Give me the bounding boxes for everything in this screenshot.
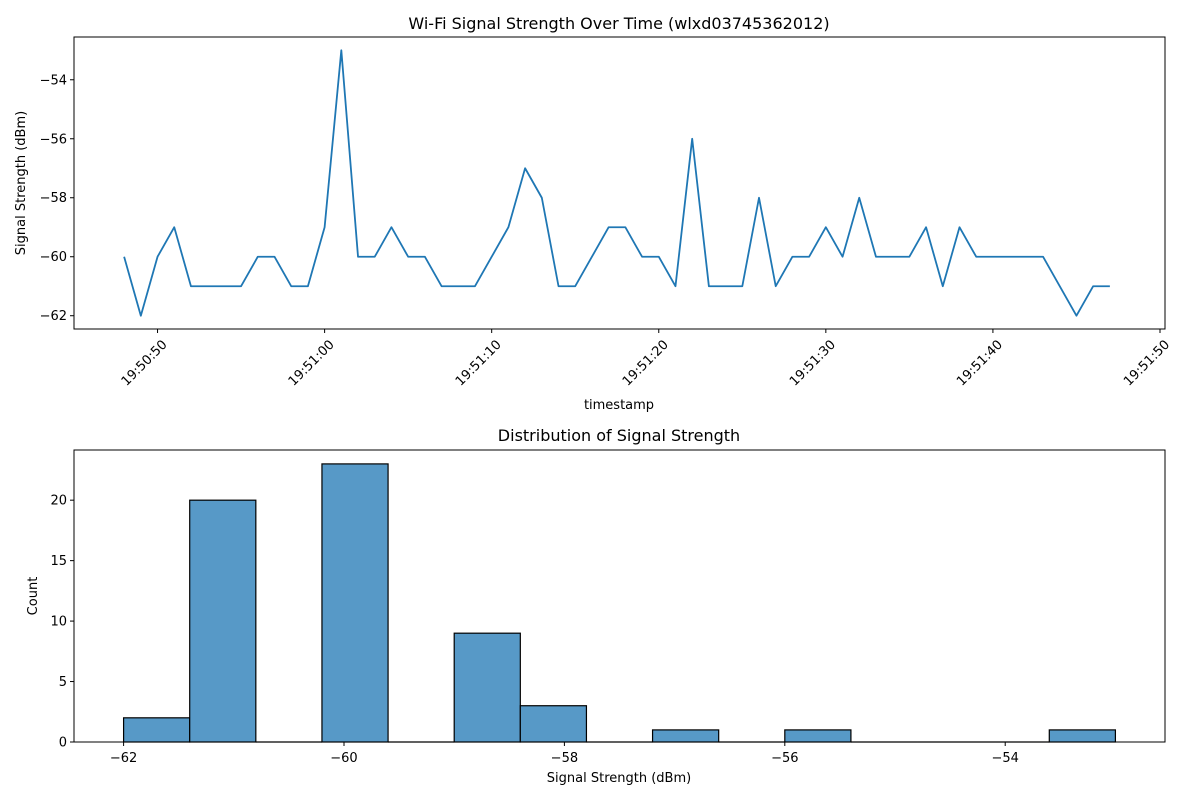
histogram-bar xyxy=(453,632,521,743)
signal-strength-line xyxy=(123,49,1110,317)
histogram-bar xyxy=(122,717,191,743)
line-chart-y-tick-label: −62 xyxy=(40,309,67,324)
histogram-bar xyxy=(321,463,389,743)
histogram-x-tick-label: −56 xyxy=(771,751,798,766)
line-chart-y-axis-label: Signal Strength (dBm) xyxy=(14,111,29,255)
histogram-ticks: −62 −60 −58 −56 −54 0 5 10 15 20 xyxy=(50,494,1018,766)
histogram-y-axis-label: Count xyxy=(26,577,41,616)
histogram-x-tick-label: −62 xyxy=(110,751,137,766)
histogram-y-tick-label: 0 xyxy=(59,736,67,751)
histogram-bar xyxy=(189,499,257,743)
histogram-x-tick-label: −60 xyxy=(330,751,357,766)
line-chart-y-tick-label: −58 xyxy=(40,191,67,206)
histogram-title: Distribution of Signal Strength xyxy=(498,426,740,445)
histogram-y-tick-label: 5 xyxy=(59,675,67,690)
histogram-y-tick-label: 20 xyxy=(50,494,67,509)
histogram-bars xyxy=(122,463,1117,743)
histogram-y-tick-label: 10 xyxy=(50,615,67,630)
histogram-chart: Distribution of Signal Strength −62 −60 −5… xyxy=(26,426,1166,786)
histogram-bar xyxy=(651,729,720,743)
histogram-x-tick-label: −54 xyxy=(991,751,1018,766)
histogram-bar xyxy=(784,729,852,743)
line-chart-plot-frame xyxy=(73,36,1166,330)
histogram-y-tick-label: 15 xyxy=(50,554,67,569)
histogram-plot-frame xyxy=(73,449,1166,743)
line-chart-title: Wi-Fi Signal Strength Over Time (wlxd037… xyxy=(408,14,829,33)
histogram-bar xyxy=(519,705,588,743)
line-chart-x-axis-label: timestamp xyxy=(584,398,654,413)
line-chart-y-tick-label: −54 xyxy=(40,73,67,88)
histogram-x-tick-label: −58 xyxy=(551,751,578,766)
histogram-bar xyxy=(1048,729,1117,743)
line-chart-y-tick-label: −56 xyxy=(40,132,67,147)
histogram-x-axis-label: Signal Strength (dBm) xyxy=(547,771,691,786)
line-chart-y-tick-label: −60 xyxy=(40,250,67,265)
